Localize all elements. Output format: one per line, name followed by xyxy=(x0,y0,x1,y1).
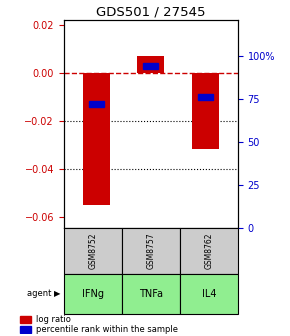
Bar xyxy=(192,73,219,150)
Bar xyxy=(143,62,158,69)
Text: IFNg: IFNg xyxy=(82,289,104,299)
Text: TNFa: TNFa xyxy=(139,289,163,299)
Bar xyxy=(83,73,110,205)
Bar xyxy=(20,316,30,323)
Bar xyxy=(180,228,238,274)
Bar xyxy=(122,228,180,274)
Bar xyxy=(64,228,122,274)
Bar xyxy=(89,101,104,107)
Text: log ratio: log ratio xyxy=(36,315,71,324)
Title: GDS501 / 27545: GDS501 / 27545 xyxy=(96,6,206,19)
Text: IL4: IL4 xyxy=(202,289,216,299)
Bar xyxy=(198,94,213,100)
Text: agent ▶: agent ▶ xyxy=(27,290,61,298)
Bar xyxy=(137,56,164,73)
Bar xyxy=(180,274,238,314)
Text: percentile rank within the sample: percentile rank within the sample xyxy=(36,325,178,334)
Text: GSM8762: GSM8762 xyxy=(204,233,213,269)
Bar xyxy=(122,274,180,314)
Bar xyxy=(64,274,122,314)
Bar xyxy=(20,326,30,333)
Text: GSM8752: GSM8752 xyxy=(88,233,97,269)
Text: GSM8757: GSM8757 xyxy=(146,233,155,269)
